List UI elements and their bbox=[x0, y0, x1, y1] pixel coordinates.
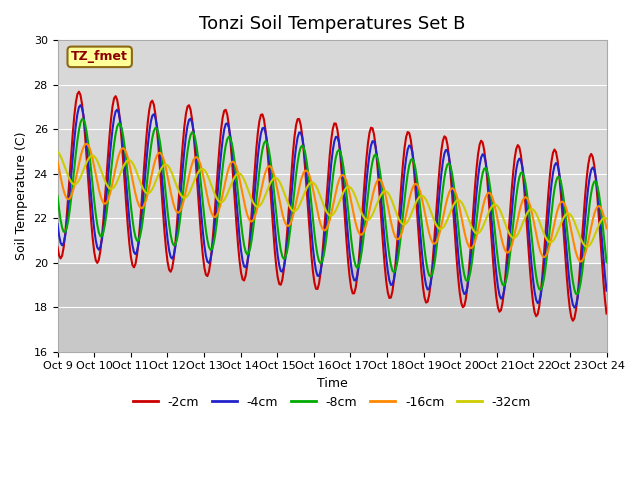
-32cm bbox=[583, 244, 591, 250]
-2cm bbox=[295, 116, 303, 122]
Line: -8cm: -8cm bbox=[58, 119, 607, 294]
-2cm bbox=[603, 311, 611, 316]
-8cm bbox=[603, 260, 611, 265]
Line: -4cm: -4cm bbox=[58, 105, 607, 308]
-2cm bbox=[54, 244, 61, 250]
-2cm bbox=[237, 270, 245, 276]
-32cm bbox=[572, 223, 580, 228]
-16cm bbox=[246, 218, 254, 224]
-16cm bbox=[573, 254, 581, 260]
-8cm bbox=[54, 193, 61, 199]
Text: TZ_fmet: TZ_fmet bbox=[71, 50, 128, 63]
-4cm bbox=[54, 221, 61, 227]
Legend: -2cm, -4cm, -8cm, -16cm, -32cm: -2cm, -4cm, -8cm, -16cm, -32cm bbox=[128, 391, 536, 414]
Line: -32cm: -32cm bbox=[58, 152, 607, 247]
-32cm bbox=[218, 200, 225, 205]
-32cm bbox=[603, 216, 611, 221]
-2cm bbox=[246, 229, 254, 235]
-8cm bbox=[575, 288, 583, 294]
-8cm bbox=[122, 159, 130, 165]
-32cm bbox=[294, 206, 301, 212]
-4cm bbox=[77, 102, 84, 108]
-16cm bbox=[295, 185, 303, 191]
-16cm bbox=[122, 150, 130, 156]
Bar bbox=[58, 263, 607, 351]
-2cm bbox=[569, 318, 577, 324]
-2cm bbox=[75, 89, 83, 95]
Title: Tonzi Soil Temperatures Set B: Tonzi Soil Temperatures Set B bbox=[199, 15, 465, 33]
-8cm bbox=[219, 165, 227, 170]
-4cm bbox=[575, 285, 583, 291]
-2cm bbox=[219, 114, 227, 120]
-32cm bbox=[121, 161, 129, 167]
-4cm bbox=[237, 248, 245, 253]
-16cm bbox=[83, 141, 90, 146]
-16cm bbox=[603, 226, 611, 231]
-4cm bbox=[246, 240, 254, 245]
-8cm bbox=[237, 220, 245, 226]
-2cm bbox=[575, 277, 583, 283]
-16cm bbox=[219, 192, 227, 197]
X-axis label: Time: Time bbox=[317, 377, 348, 390]
-4cm bbox=[295, 130, 303, 135]
-4cm bbox=[603, 288, 611, 294]
-4cm bbox=[219, 137, 227, 143]
-32cm bbox=[245, 189, 253, 194]
-8cm bbox=[573, 291, 581, 297]
Line: -16cm: -16cm bbox=[58, 144, 607, 262]
Bar bbox=[58, 40, 607, 263]
-4cm bbox=[122, 181, 130, 187]
-8cm bbox=[295, 150, 303, 156]
Line: -2cm: -2cm bbox=[58, 92, 607, 321]
-16cm bbox=[577, 259, 584, 264]
-16cm bbox=[54, 159, 61, 165]
Y-axis label: Soil Temperature (C): Soil Temperature (C) bbox=[15, 132, 28, 260]
-4cm bbox=[570, 305, 578, 311]
-8cm bbox=[246, 245, 254, 251]
-2cm bbox=[122, 204, 130, 209]
-8cm bbox=[78, 116, 86, 122]
-32cm bbox=[54, 149, 61, 155]
-16cm bbox=[237, 183, 245, 189]
-32cm bbox=[236, 170, 243, 176]
